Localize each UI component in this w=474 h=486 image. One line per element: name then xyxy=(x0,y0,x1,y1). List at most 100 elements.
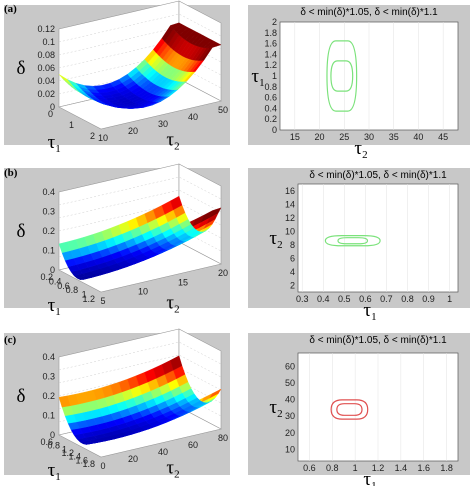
x-tick-label: 0.8 xyxy=(326,463,339,473)
y-axis-label: τ2 xyxy=(269,397,282,420)
x-tick-label: 20 xyxy=(315,132,325,142)
y-tick-label: 10 xyxy=(138,287,148,297)
z-tick-label: 0.04 xyxy=(37,76,55,86)
surface xyxy=(58,195,222,280)
grid-line xyxy=(58,176,222,206)
x-axis-label: τ2 xyxy=(354,138,367,161)
grid-line xyxy=(58,341,222,371)
x-tick-label: 0 xyxy=(48,109,53,119)
y-axis-label: τ2 xyxy=(166,130,179,153)
x-tick-label: 1.8 xyxy=(440,463,453,473)
z-tick-label: 0.1 xyxy=(42,411,55,421)
y-tick-label: 50 xyxy=(218,105,228,115)
y-tick-label: 0.4 xyxy=(264,103,277,113)
x-tick-label: 1.4 xyxy=(68,452,81,462)
z-tick-label: 0.2 xyxy=(42,226,55,236)
z-tick-label: 0 xyxy=(50,265,55,275)
x-tick-label: 0.2 xyxy=(40,272,53,282)
x-tick-label: 1.6 xyxy=(417,463,430,473)
x-tick-label: 0.6 xyxy=(359,294,372,304)
z-axis-label: δ xyxy=(17,58,26,79)
y-axis-label: τ1 xyxy=(251,66,264,89)
y-tick-label: 10 xyxy=(285,444,295,454)
y-tick-label: 6 xyxy=(290,253,295,263)
y-tick-label: 16 xyxy=(285,186,295,196)
x-tick-label: 1.2 xyxy=(61,448,74,458)
y-tick-label: 10 xyxy=(285,226,295,236)
x-tick-label: 1 xyxy=(447,294,452,304)
y-tick-label: 2 xyxy=(272,17,277,27)
panel-label: (c) xyxy=(4,334,17,346)
z-tick-label: 0.06 xyxy=(37,63,55,73)
y-tick-label: 1 xyxy=(272,71,277,81)
x-tick-label: 2 xyxy=(90,131,95,141)
z-tick-label: 0.02 xyxy=(37,89,55,99)
panel-label: (b) xyxy=(4,167,18,179)
contour-title: δ < min(δ)*1.05, δ < min(δ)*1.1 xyxy=(309,335,447,346)
x-tick-label: 40 xyxy=(413,132,423,142)
grid-line xyxy=(58,202,222,232)
y-tick-label: 1.2 xyxy=(264,60,277,70)
grid-line xyxy=(58,52,222,82)
x-tick-label: 0.4 xyxy=(49,276,62,286)
grid-line xyxy=(58,39,222,69)
x-tick-label: 1.2 xyxy=(372,463,385,473)
surface-patch xyxy=(170,195,183,211)
z-tick-label: 0.2 xyxy=(42,391,55,401)
grid-line xyxy=(58,354,222,384)
x-tick-label: 1 xyxy=(62,444,67,454)
z-axis-label: δ xyxy=(17,221,26,242)
x-axis-label: τ1 xyxy=(48,132,61,155)
contour-line-1.1 xyxy=(324,235,381,247)
z-tick-label: 0.1 xyxy=(42,37,55,47)
y-tick-label: 0.2 xyxy=(264,114,277,124)
surface-patch xyxy=(170,355,183,371)
x-tick-label: 0.6 xyxy=(40,437,53,447)
x-tick-label: 0.9 xyxy=(422,294,435,304)
x-tick-label: 25 xyxy=(339,132,349,142)
z-tick-label: 0.12 xyxy=(37,24,55,34)
y-tick-label: 2 xyxy=(290,280,295,290)
panel-label: (a) xyxy=(4,3,17,15)
y-tick-label: 20 xyxy=(128,454,138,464)
x-axis-label: τ1 xyxy=(48,460,61,483)
y-tick-label: 30 xyxy=(285,411,295,421)
x-tick-label: 1.6 xyxy=(75,455,88,465)
y-tick-label: 14 xyxy=(285,199,295,209)
z-tick-label: 0 xyxy=(50,430,55,440)
contour-title: δ < min(δ)*1.05, δ < min(δ)*1.1 xyxy=(300,7,438,18)
x-tick-label: 0.6 xyxy=(57,281,70,291)
grid-line xyxy=(58,65,222,95)
z-tick-label: 0.1 xyxy=(42,246,55,256)
y-tick-label: 8 xyxy=(290,240,295,250)
contour-title: δ < min(δ)*1.05, δ < min(δ)*1.1 xyxy=(309,170,447,181)
y-tick-label: 20 xyxy=(218,268,228,278)
z-axis-label: δ xyxy=(17,386,26,407)
x-tick-label: 30 xyxy=(364,132,374,142)
contour-line-1.1 xyxy=(326,40,358,112)
z-tick-label: 0 xyxy=(50,102,55,112)
x-tick-label: 45 xyxy=(438,132,448,142)
x-tick-label: 1 xyxy=(82,290,87,300)
x-tick-label: 1.4 xyxy=(395,463,408,473)
y-tick-label: 40 xyxy=(158,447,168,457)
y-tick-label: 1.4 xyxy=(264,49,277,59)
z-tick-label: 0.4 xyxy=(42,187,55,197)
z-tick-label: 0.3 xyxy=(42,372,55,382)
z-tick-label: 0.08 xyxy=(37,50,55,60)
z-tick-label: 0.4 xyxy=(42,352,55,362)
y-tick-label: 30 xyxy=(158,119,168,129)
y-tick-label: 12 xyxy=(285,213,295,223)
contour-line-1.05 xyxy=(336,403,363,416)
x-tick-label: 0.6 xyxy=(303,463,316,473)
x-tick-label: 0.7 xyxy=(380,294,393,304)
surface-patch xyxy=(170,22,183,30)
y-axis-label: τ2 xyxy=(269,228,282,251)
x-tick-label: 15 xyxy=(290,132,300,142)
x-tick-label: 0.4 xyxy=(317,294,330,304)
y-tick-label: 60 xyxy=(188,440,198,450)
y-tick-label: 80 xyxy=(218,433,228,443)
x-axis-label: τ1 xyxy=(48,295,61,318)
x-tick-label: 0.5 xyxy=(338,294,351,304)
